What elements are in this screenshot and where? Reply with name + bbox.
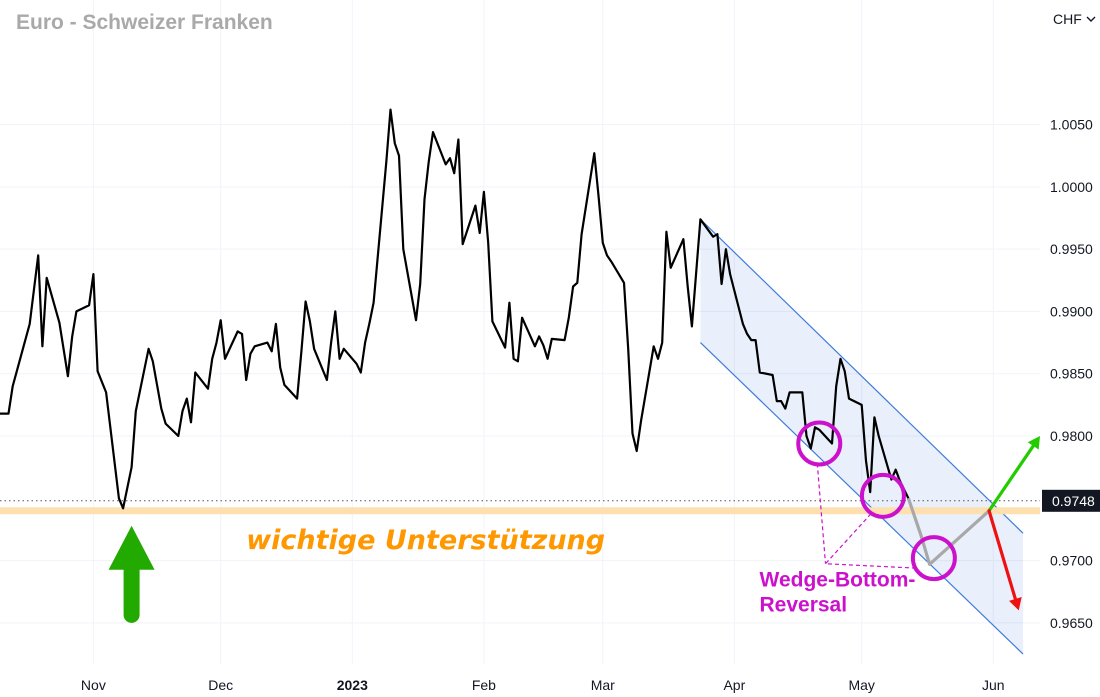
pattern-label-line: Wedge-Bottom- <box>760 569 916 592</box>
y-tick-label: 1.0000 <box>1050 179 1093 195</box>
big-up-arrow-head <box>108 525 155 570</box>
pattern-label-line: Reversal <box>760 594 848 617</box>
big-up-arrow <box>108 525 155 623</box>
pattern-connector <box>816 463 827 564</box>
x-tick-label: Jun <box>982 677 1005 693</box>
current-price-label: 0.9748 <box>1052 493 1095 509</box>
arrow-down <box>987 509 1022 611</box>
y-tick-label: 1.0050 <box>1050 117 1093 133</box>
projection-path <box>906 497 991 566</box>
x-tick-label: Nov <box>81 677 106 693</box>
arrow-down-shaft <box>987 509 1017 601</box>
support-layer: wichtige Unterstützung <box>0 500 1040 556</box>
arrow-up-right-head <box>1027 436 1040 450</box>
chevron-down-icon[interactable] <box>1086 16 1096 22</box>
channel-fill <box>700 219 1024 655</box>
x-tick-label: Dec <box>208 677 233 693</box>
annotation-layer: Wedge-Bottom-Reversal <box>108 420 1040 623</box>
x-tick-label: Apr <box>723 677 745 693</box>
pattern-circle <box>796 420 843 467</box>
x-tick-label: May <box>848 677 874 693</box>
y-tick-label: 0.9800 <box>1050 428 1093 444</box>
channel-upper-line <box>699 218 1024 534</box>
x-tick-label: Feb <box>472 677 496 693</box>
grid-layer <box>0 0 1040 664</box>
support-label: wichtige Unterstützung <box>246 525 605 556</box>
currency-label: CHF <box>1053 11 1082 27</box>
y-tick-label: 0.9900 <box>1050 303 1093 319</box>
y-tick-label: 0.9650 <box>1050 615 1093 631</box>
y-tick-label: 0.9950 <box>1050 241 1093 257</box>
pattern-circle <box>910 535 957 582</box>
currency-selector[interactable]: CHF <box>1053 11 1096 27</box>
y-tick-label: 0.9850 <box>1050 366 1093 382</box>
arrow-up-right <box>987 436 1040 513</box>
x-tick-label: 2023 <box>337 677 368 693</box>
x-tick-label: Mar <box>591 677 615 693</box>
series-layer <box>0 108 910 510</box>
pattern-circle <box>859 472 906 519</box>
chart-title: Euro - Schweizer Franken <box>16 11 273 34</box>
pattern-connector <box>825 563 916 569</box>
y-tick-label: 0.9700 <box>1050 553 1093 569</box>
pattern-connector <box>825 513 872 565</box>
arrow-up-right-shaft <box>987 444 1035 513</box>
arrow-down-head <box>1009 597 1022 611</box>
axis-layer: 1.0050 1.0000 0.9950 0.9900 0.9850 0.9800 0.97… <box>81 117 1100 693</box>
price-series-line <box>0 108 910 510</box>
current-price-tag <box>1042 489 1100 512</box>
